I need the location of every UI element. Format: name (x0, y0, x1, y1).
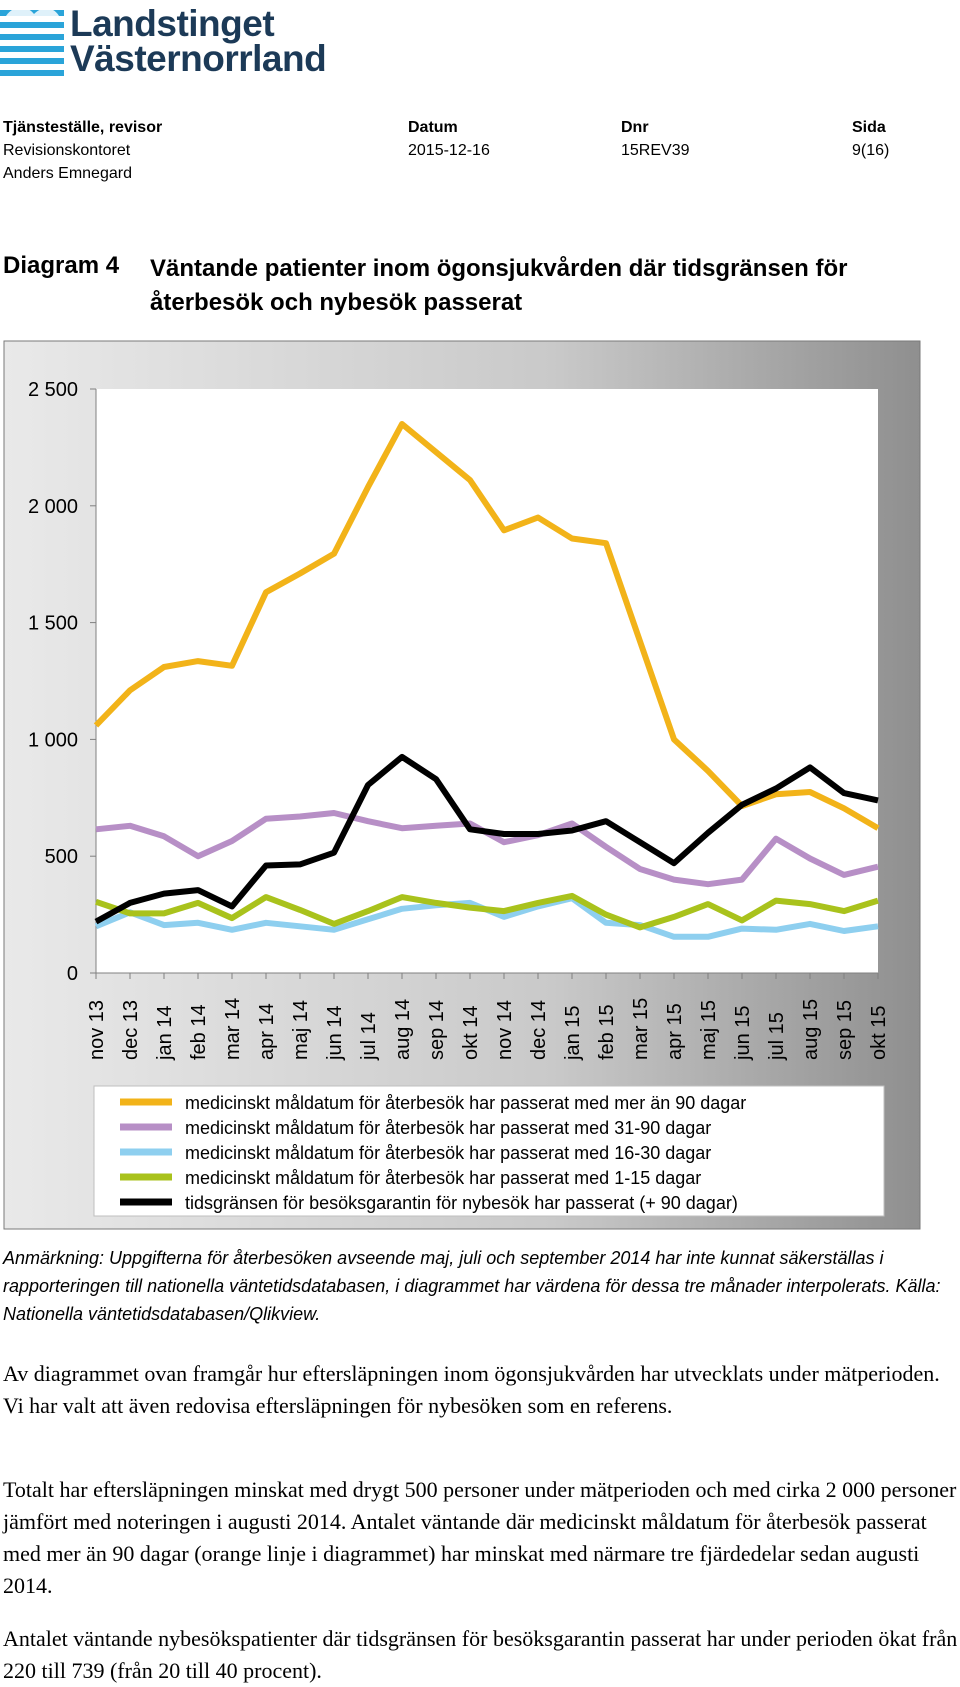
header-office-name: Revisionskontoret (3, 142, 131, 159)
header-col-office: Tjänsteställe, revisor Revisionskontoret… (3, 116, 162, 185)
x-tick-label: dec 14 (528, 1000, 550, 1060)
header-date-value: 2015-12-16 (408, 142, 490, 159)
x-tick-label: nov 14 (494, 1000, 516, 1060)
legend-label-2: medicinskt måldatum för återbesök har pa… (185, 1118, 711, 1138)
chart-note: Anmärkning: Uppgifterna för återbesöken … (3, 1248, 941, 1324)
header-page-value: 9(16) (852, 142, 890, 159)
x-tick-label: mar 14 (222, 998, 244, 1060)
y-tick-label: 2 500 (28, 379, 78, 401)
org-name-line2: Västernorrland (70, 38, 327, 79)
header-col-dnr: Dnr 15REV39 (621, 116, 690, 162)
x-tick-label: okt 14 (460, 1006, 482, 1060)
x-tick-label: apr 15 (664, 1003, 686, 1060)
series-line-4 (95, 892, 879, 931)
legend-box (93, 1085, 885, 1217)
x-tick-label: nov 13 (86, 1000, 108, 1060)
x-tick-label: apr 14 (256, 1003, 278, 1060)
x-tick-label: aug 15 (800, 999, 822, 1060)
x-tick-label: okt 15 (868, 1006, 890, 1060)
x-tick-label: jan 15 (562, 1006, 584, 1062)
line-chart: 0 500 1 000 1 500 2 000 2 500 nov 13 dec 13 jan… (3, 340, 921, 1230)
y-tick-label: 1 000 (28, 729, 78, 751)
y-tick-label: 500 (45, 846, 78, 868)
org-name-line1: Landstinget (70, 3, 275, 44)
header-col-page: Sida 9(16) (852, 116, 889, 162)
x-tick-label: aug 14 (392, 999, 414, 1060)
series-line-5 (94, 753, 879, 925)
header-label-office: Tjänsteställe, revisor (3, 119, 163, 136)
header-label-page: Sida (852, 119, 886, 136)
header-label-date: Datum (408, 119, 458, 136)
org-name: Landstinget Västernorrland (70, 3, 327, 79)
x-tick-label: sep 14 (426, 1000, 448, 1060)
x-tick-label: feb 14 (188, 1004, 210, 1060)
paragraph-2: Totalt har eftersläpningen minskat med d… (3, 1477, 957, 1598)
header-dnr-value: 15REV39 (621, 142, 690, 159)
x-tick-label: dec 13 (120, 1000, 142, 1060)
paragraph-3: Antalet väntande nybesökspatienter där t… (3, 1626, 958, 1683)
y-tick-label: 0 (67, 963, 78, 985)
x-tick-label: sep 15 (834, 1000, 856, 1060)
header-author: Anders Emnegard (3, 165, 132, 182)
y-tick-label: 1 500 (28, 613, 78, 635)
legend-label-5: tidsgränsen för besöksgarantin för nybes… (185, 1193, 738, 1213)
x-tick-label: jul 15 (766, 1012, 788, 1061)
x-tick-label: jun 15 (732, 1006, 754, 1062)
x-tick-label: jan 14 (154, 1006, 176, 1062)
legend-label-3: medicinskt måldatum för återbesök har pa… (185, 1143, 711, 1163)
header-col-date: Datum 2015-12-16 (408, 116, 490, 162)
legend-label-4: medicinskt måldatum för återbesök har pa… (185, 1168, 701, 1188)
legend-label-1: medicinskt måldatum för återbesök har pa… (185, 1093, 746, 1113)
paragraph-1: Av diagrammet ovan framgår hur eftersläp… (3, 1361, 940, 1418)
x-tick-label: maj 15 (698, 1000, 720, 1060)
x-tick-label: maj 14 (290, 1000, 312, 1060)
x-tick-label: jun 14 (324, 1006, 346, 1062)
diagram-number: Diagram 4 (3, 252, 120, 279)
org-logo: Landstinget Västernorrland (0, 2, 330, 80)
x-tick-label: jul 14 (358, 1012, 380, 1061)
y-tick-label: 2 000 (28, 496, 78, 518)
diagram-title: Väntande patienter inom ögonsjukvården d… (150, 255, 848, 316)
x-tick-label: mar 15 (630, 998, 652, 1060)
x-tick-label: feb 15 (596, 1004, 618, 1060)
plot-area (96, 389, 878, 973)
logo-stripes-icon (0, 7, 64, 76)
header-label-dnr: Dnr (621, 119, 649, 136)
